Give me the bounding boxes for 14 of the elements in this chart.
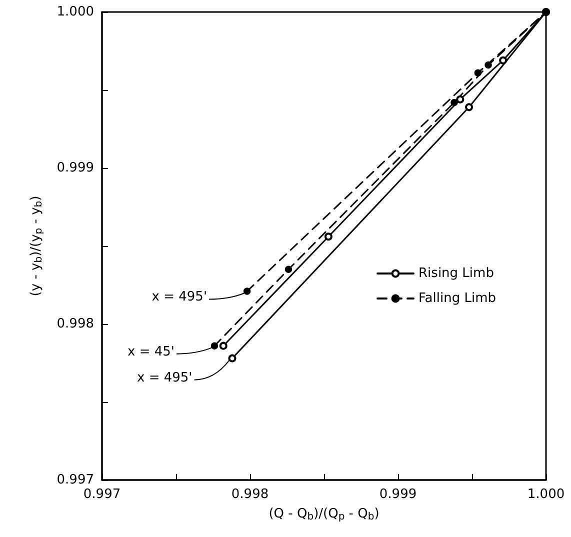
x-tick-label: 1.000 (527, 487, 565, 502)
y-tick-label: 0.999 (56, 160, 94, 176)
x-tick-label: 0.999 (379, 487, 417, 502)
x-tick-label: 0.997 (83, 487, 121, 502)
annotation: x = 495' (136, 370, 192, 386)
y-tick-label: 0.997 (56, 472, 94, 488)
annotation: x = 495' (152, 290, 208, 305)
legend-label: Rising Limb (418, 266, 494, 281)
y-tick-label: 0.998 (56, 316, 94, 332)
x-tick-label: 0.998 (231, 487, 269, 502)
y-tick-label: 1.000 (56, 4, 94, 20)
annotation: x = 45' (128, 344, 174, 360)
y-axis-title: (y - yb)/(yp - yb) (28, 196, 44, 296)
legend-label: Falling Limb (418, 291, 496, 306)
